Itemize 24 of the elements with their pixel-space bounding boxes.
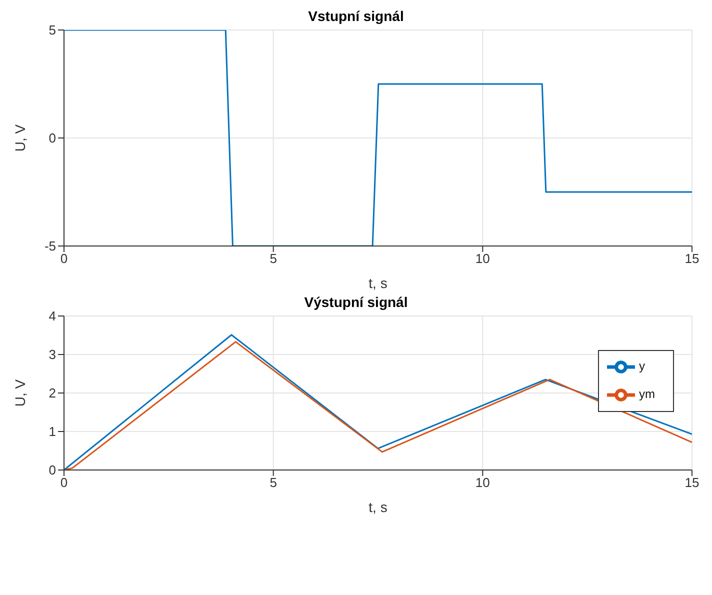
x-tick-label: 10	[475, 251, 490, 266]
y-tick-label: 4	[48, 308, 56, 324]
x-tick-label: 5	[270, 251, 277, 266]
y-tick-label: 0	[48, 130, 56, 146]
x-tick-label: 5	[270, 475, 277, 490]
y-axis-title: U, V	[12, 124, 28, 152]
y-tick-label: 1	[48, 424, 56, 440]
x-axis-title: t, s	[368, 499, 388, 515]
x-axis-title: t, s	[368, 275, 388, 291]
legend-label: y	[639, 359, 645, 374]
y-tick-label: -5	[44, 238, 56, 254]
x-tick-label: 10	[475, 475, 490, 490]
chart-title: Výstupní signál	[303, 294, 409, 310]
x-tick-label: 15	[684, 475, 700, 490]
y-tick-label: 0	[48, 462, 56, 478]
y-tick-label: 5	[48, 22, 56, 38]
legend-label: ym	[639, 387, 655, 402]
y-axis-title: U, V	[12, 378, 28, 407]
y-tick-label: 2	[48, 386, 56, 401]
x-tick-label: 15	[684, 251, 700, 266]
y-tick-label: 3	[48, 347, 56, 362]
x-tick-label: 0	[60, 251, 68, 266]
x-tick-label: 0	[60, 475, 68, 490]
chart-title: Vstupní signál	[307, 8, 405, 24]
